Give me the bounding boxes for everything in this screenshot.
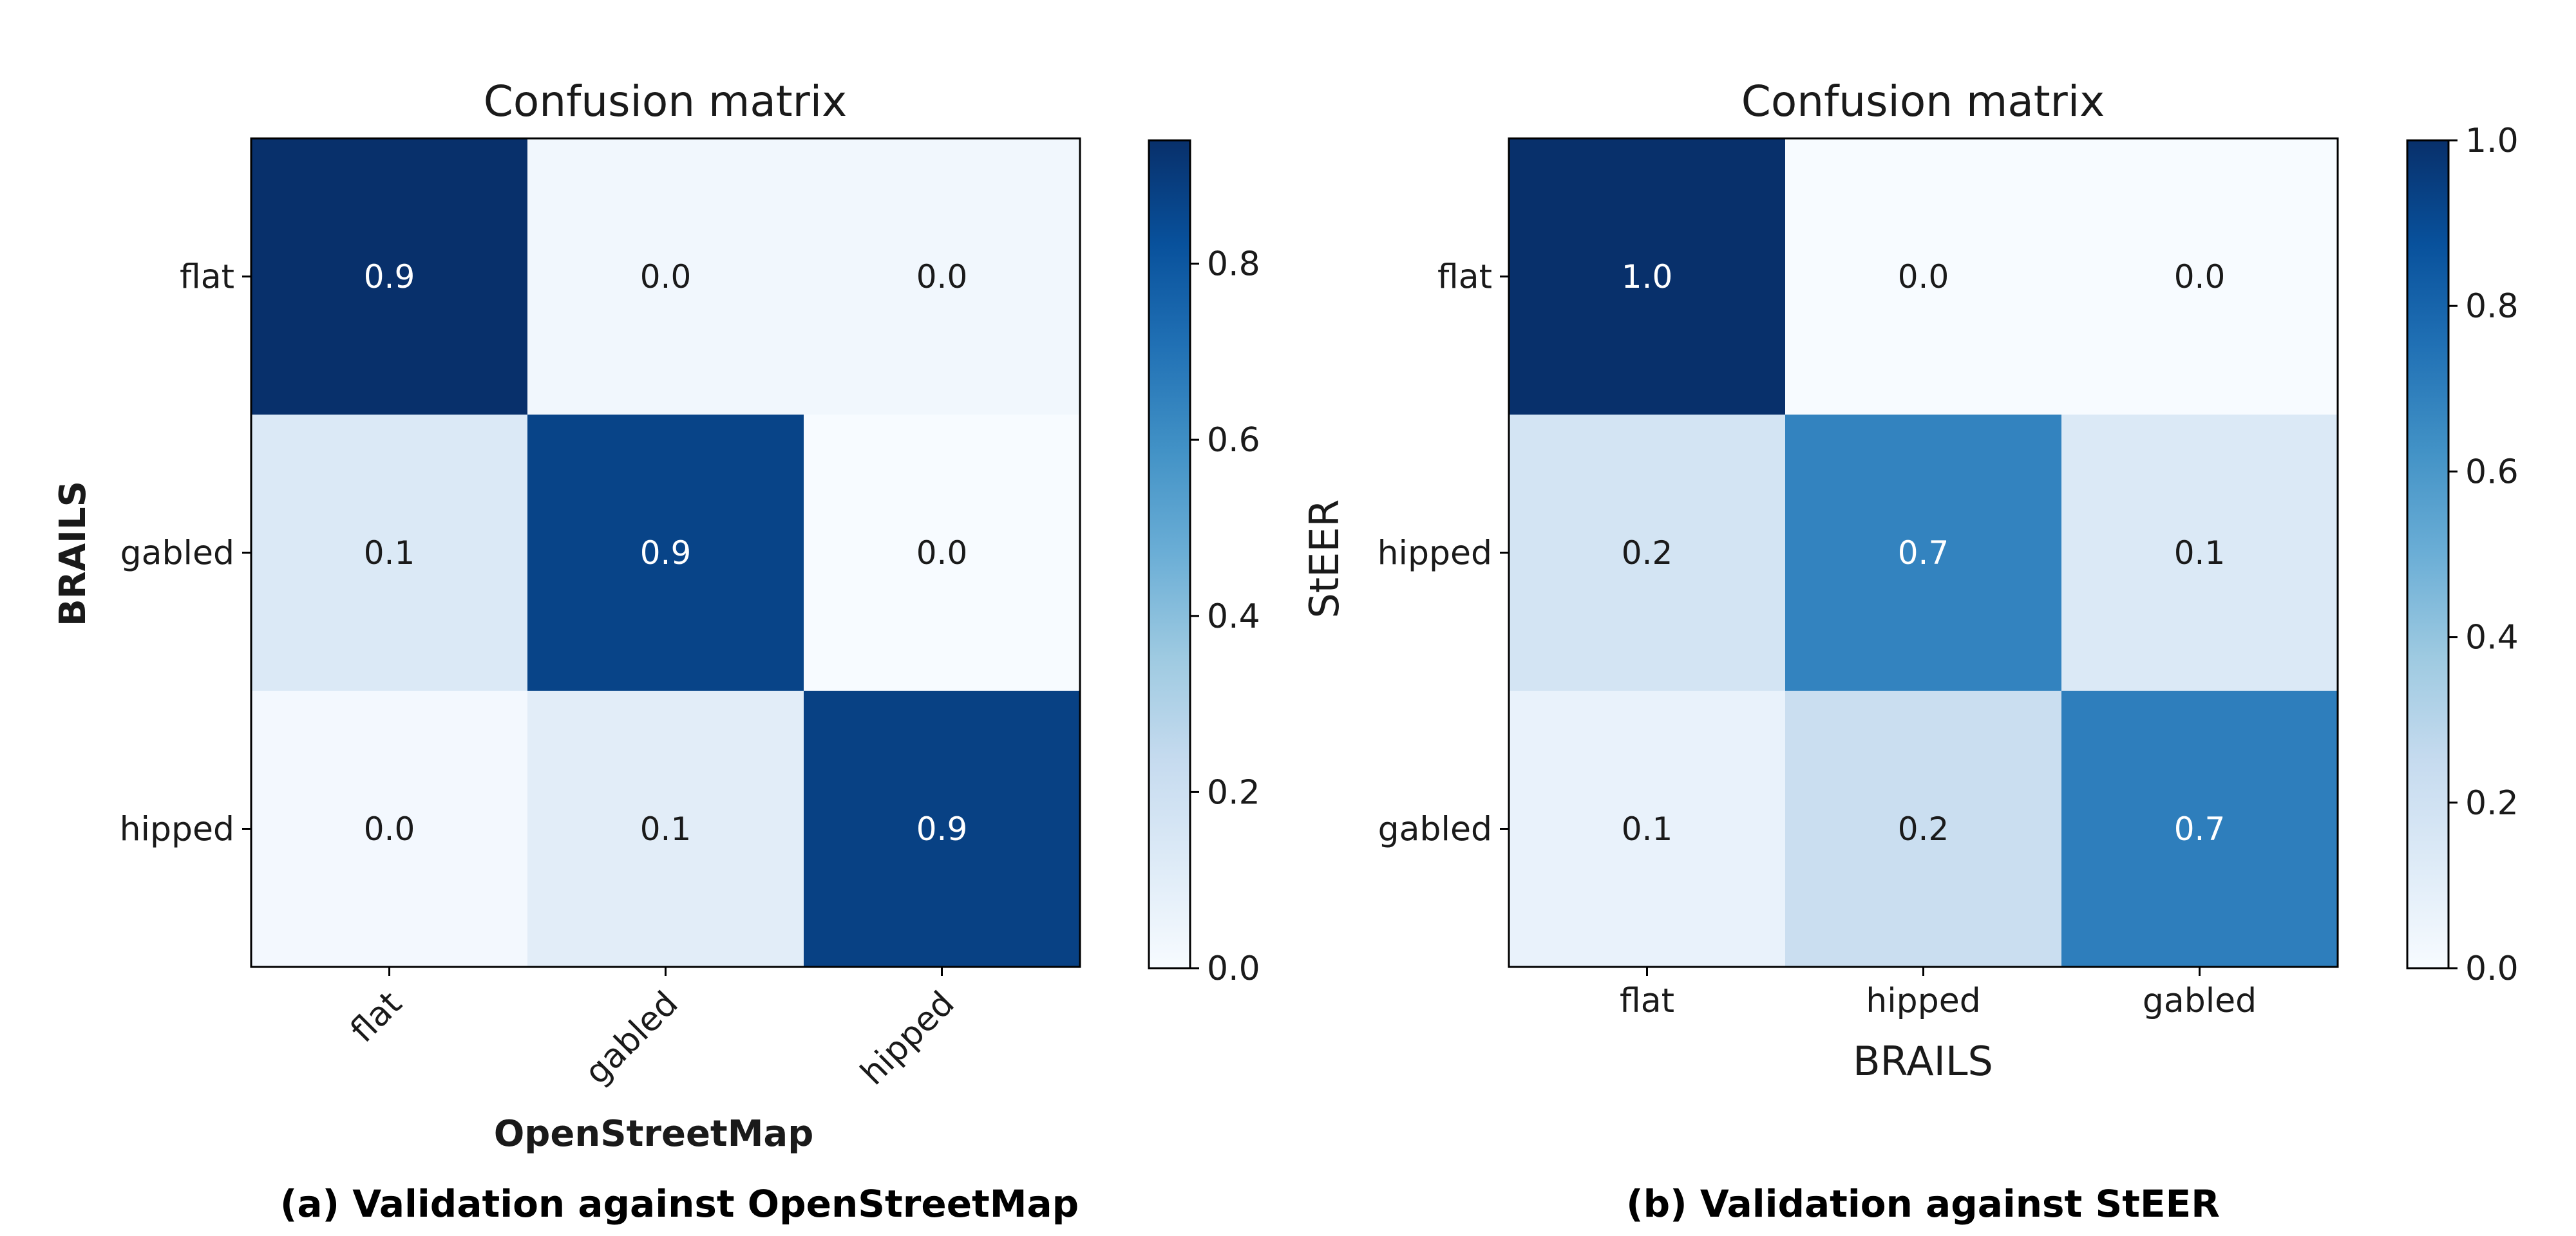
colorbar-tick-label: 1.0 [2465, 122, 2519, 160]
colorbar-ticks: 0.0 0.2 0.4 0.6 0.8 1.0 [2448, 122, 2519, 988]
x-tick-label: flat [343, 984, 410, 1051]
heatmap-cell [804, 138, 1081, 415]
heatmap-cell [527, 691, 804, 968]
cell-value-label: 0.7 [1898, 534, 1949, 572]
heatmap-cell [251, 138, 528, 415]
cell-value-label: 1.0 [1622, 258, 1673, 295]
y-axis-label: BRAILS [52, 481, 94, 626]
confusion-matrix-openstreetmap: 0.9 0.0 0.0 0.1 0.9 0.0 0.0 0.1 0.9 Confusion ma… [52, 77, 1260, 1226]
cell-value-label: 0.9 [364, 258, 415, 295]
cell-value-label: 0.0 [916, 534, 968, 572]
cell-value-label: 0.1 [364, 534, 415, 572]
cell-value-label: 0.2 [1898, 810, 1949, 848]
heatmap-cell [2061, 138, 2338, 415]
y-tick-label: gabled [1378, 810, 1492, 849]
y-axis-ticks: flat hipped gabled [1378, 258, 1509, 849]
colorbar-tick-label: 0.2 [2465, 784, 2519, 823]
x-tick-label: gabled [578, 984, 686, 1092]
cell-value-label: 0.1 [2174, 534, 2226, 572]
colorbar-tick-label: 0.4 [2465, 619, 2519, 657]
chart-title: Confusion matrix [1741, 77, 2105, 126]
cell-value-label: 0.9 [916, 810, 968, 848]
heatmap-cell [1509, 138, 1786, 415]
confusion-matrix-steer: 1.0 0.0 0.0 0.2 0.7 0.1 0.1 0.2 0.7 Confusion ma… [1301, 77, 2519, 1226]
colorbar [2407, 140, 2448, 968]
cell-value-label: 0.7 [2174, 810, 2226, 848]
heatmap-cell [2061, 415, 2338, 691]
cell-value-label: 0.1 [1622, 810, 1673, 848]
cell-value-label: 0.2 [1622, 534, 1673, 572]
colorbar-tick-label: 0.0 [2465, 950, 2519, 988]
y-tick-label: flat [1437, 258, 1492, 297]
x-axis-label: OpenStreetMap [494, 1113, 814, 1155]
colorbar [1149, 140, 1190, 968]
cell-value-label: 0.0 [2174, 258, 2226, 295]
colorbar-tick-label: 0.6 [1207, 421, 1260, 460]
colorbar-tick-label: 0.8 [2465, 287, 2519, 326]
cell-value-label: 0.0 [640, 258, 692, 295]
heatmap-cell [1509, 415, 1786, 691]
heatmap-cells: 1.0 0.0 0.0 0.2 0.7 0.1 0.1 0.2 0.7 [1509, 138, 2338, 968]
chart-title: Confusion matrix [484, 77, 847, 126]
colorbar-tick-label: 0.4 [1207, 597, 1260, 636]
heatmap-cell [527, 138, 804, 415]
heatmap-cell [1785, 415, 2062, 691]
heatmap-cell [2061, 691, 2338, 968]
cell-value-label: 0.9 [640, 534, 692, 572]
cell-value-label: 0.0 [364, 810, 415, 848]
x-tick-label: hipped [853, 984, 962, 1093]
colorbar-tick-label: 0.8 [1207, 245, 1260, 284]
x-axis-ticks: flat gabled hipped [343, 967, 962, 1092]
y-tick-label: gabled [120, 534, 234, 573]
colorbar-tick-label: 0.2 [1207, 773, 1260, 812]
x-tick-label: flat [1620, 982, 1674, 1020]
x-axis-ticks: flat hipped gabled [1620, 967, 2257, 1020]
colorbar-frame [2406, 139, 2450, 969]
colorbar-tick-label: 0.0 [1207, 950, 1260, 988]
x-tick-label: gabled [2143, 982, 2257, 1020]
y-tick-label: hipped [120, 810, 234, 849]
heatmap-cell [1785, 138, 2062, 415]
heatmap-cell [804, 691, 1081, 968]
colorbar-tick-label: 0.6 [2465, 453, 2519, 491]
heatmap-cell [251, 415, 528, 691]
heatmap-cell [251, 691, 528, 968]
cell-value-label: 0.0 [1898, 258, 1949, 295]
heatmap-cell [804, 415, 1081, 691]
caption-a: (a) Validation against OpenStreetMap [280, 1182, 1079, 1226]
colorbar-frame [1148, 139, 1191, 969]
y-axis-ticks: flat gabled hipped [120, 258, 251, 849]
colorbar-ticks: 0.0 0.2 0.4 0.6 0.8 [1190, 245, 1260, 988]
y-axis-label: StEER [1301, 499, 1348, 618]
caption-b: (b) Validation against StEER [1626, 1182, 2220, 1226]
cell-value-label: 0.1 [640, 810, 692, 848]
y-tick-label: flat [180, 258, 234, 297]
x-axis-label: BRAILS [1853, 1038, 1993, 1085]
x-tick-label: hipped [1866, 982, 1980, 1020]
cell-value-label: 0.0 [916, 258, 968, 295]
y-tick-label: hipped [1378, 534, 1492, 573]
heatmap-cell [1509, 691, 1786, 968]
heatmap-cell [527, 415, 804, 691]
heatmap-cell [1785, 691, 2062, 968]
heatmap-cells: 0.9 0.0 0.0 0.1 0.9 0.0 0.0 0.1 0.9 [251, 138, 1081, 968]
